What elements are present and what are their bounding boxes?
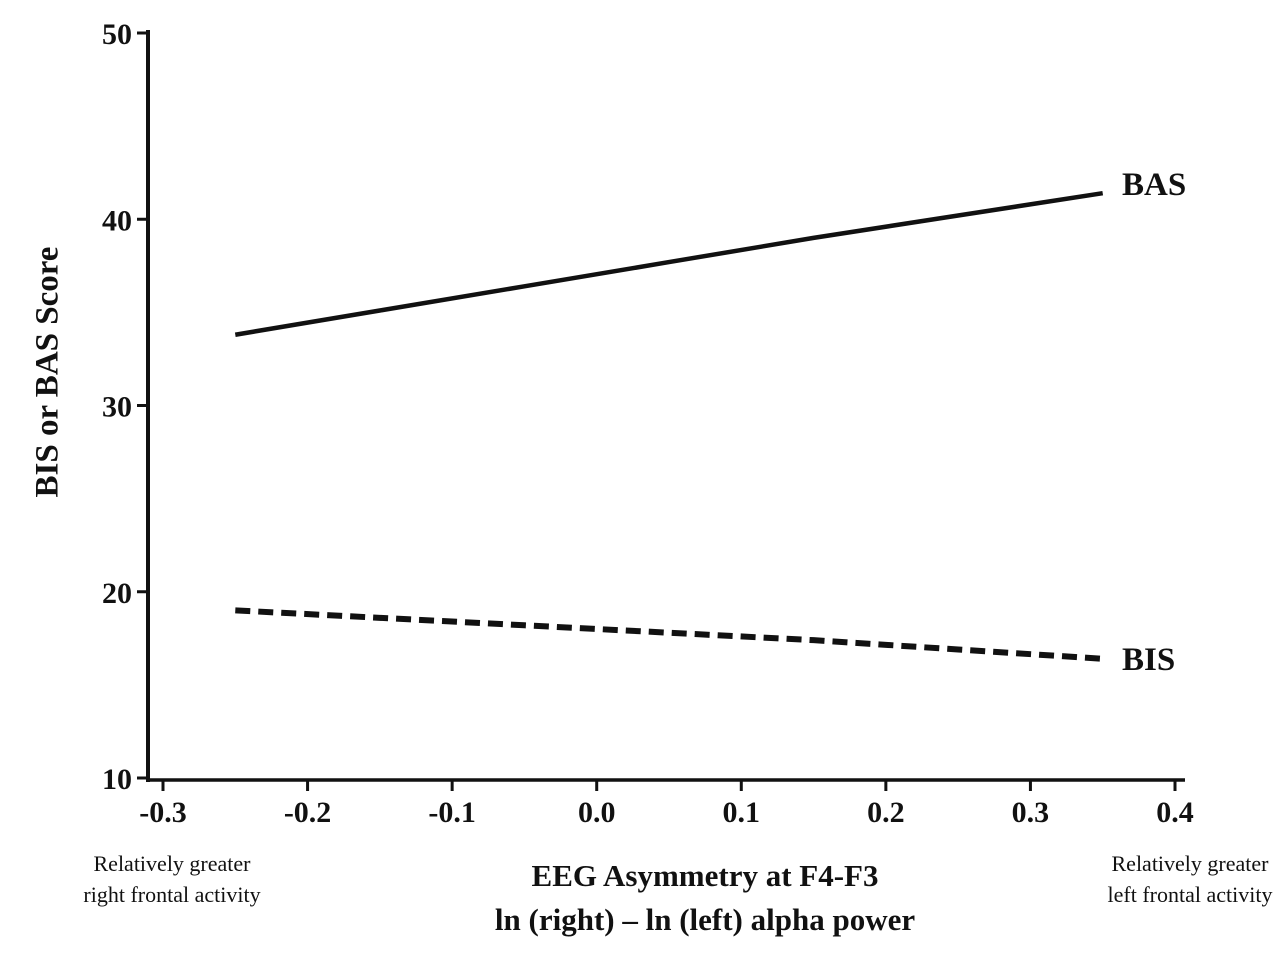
y-tick-label: 40	[102, 204, 132, 237]
annotation-line: Relatively greater	[1111, 851, 1269, 876]
bas-series-label: BAS	[1122, 167, 1187, 203]
x-tick-label: 0.1	[723, 796, 761, 829]
x-tick-label: 0.0	[578, 796, 616, 829]
x-tick-label: 0.4	[1156, 796, 1194, 829]
bas-line	[234, 190, 1104, 337]
x-tick-label: -0.1	[428, 796, 476, 829]
bis-series-label: BIS	[1122, 642, 1176, 678]
x-axis-title-line1: EEG Asymmetry at F4-F3	[531, 858, 879, 893]
annotation-line: Relatively greater	[93, 851, 251, 876]
y-tick-label: 10	[102, 763, 132, 796]
x-tick-label: 0.3	[1012, 796, 1050, 829]
y-tick-label: 30	[102, 391, 132, 424]
annotation-line: right frontal activity	[83, 882, 261, 907]
annotation-left-frontal: Relatively greater left frontal activity	[1108, 848, 1273, 910]
x-tick-label: 0.2	[867, 796, 905, 829]
annotation-line: left frontal activity	[1107, 882, 1273, 907]
annotation-right-frontal: Relatively greater right frontal activit…	[83, 848, 260, 910]
y-tick-label: 20	[102, 577, 132, 610]
y-tick-label: 50	[102, 18, 132, 51]
x-axis-title-line2: ln (right) – ln (left) alpha power	[494, 902, 916, 937]
bis-line	[235, 607, 1103, 662]
x-tick-label: -0.2	[284, 796, 332, 829]
x-tick-label: -0.3	[139, 796, 187, 829]
